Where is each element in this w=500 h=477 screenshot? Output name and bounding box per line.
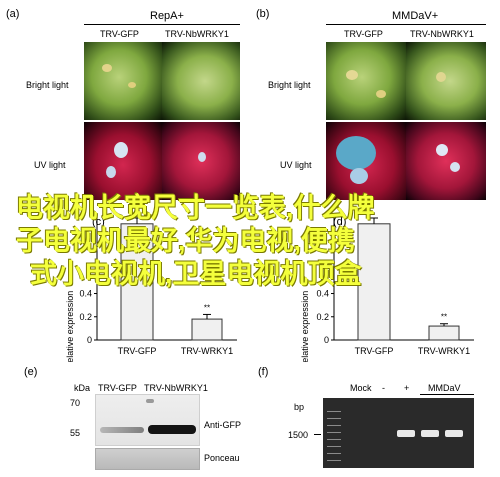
chart-d-bar [357, 223, 391, 341]
leaf-photo-a-wrky1-bright [162, 42, 240, 120]
overlay-line-1: 电视机长宽尺寸一览表,什么牌 [16, 193, 375, 223]
blot-ponceau [95, 448, 200, 470]
leaf-photo-a-wrky1-uv [162, 122, 240, 200]
band-wrky1 [148, 425, 196, 434]
panel-e-marker-55: 55 [70, 428, 81, 438]
band-gfp [100, 427, 144, 433]
panel-e-lane2: TRV-NbWRKY1 [144, 383, 208, 393]
panel-e-lane1: TRV-GFP [98, 383, 137, 393]
panel-f-marker-tick [314, 434, 321, 435]
panel-f-group: MMDaV [428, 383, 461, 393]
leaf-photo-b-gfp-uv [326, 122, 406, 200]
panel-e-marker-70: 70 [70, 398, 81, 408]
overlay-line-3: 式小电视机,卫星电视机顶盒 [30, 259, 362, 289]
panel-a-label: (a) [6, 8, 20, 20]
panel-e-label: (e) [24, 366, 38, 378]
panel-e-band-antigfp: Anti-GFP [204, 420, 242, 430]
panel-f-lane-plus: + [404, 383, 410, 393]
leaf-photo-b-wrky1-uv [406, 122, 486, 200]
panel-a-header-line [84, 24, 240, 25]
chart-d-xtick-label: TRV-GFP [355, 346, 394, 356]
gel-band-3 [445, 430, 463, 437]
panel-f-marker-1500: 1500 [288, 430, 309, 440]
chart-c-ytick-label: 0 [87, 335, 92, 345]
panel-a-col2: TRV-NbWRKY1 [165, 29, 229, 39]
panel-b-col2: TRV-NbWRKY1 [410, 29, 474, 39]
leaf-photo-b-wrky1-bright [406, 42, 486, 120]
panel-f-group-line [420, 394, 474, 395]
chart-c-ytick-label: 0.2 [79, 312, 92, 322]
leaf-photo-a-gfp-uv [84, 122, 162, 200]
panel-e-kda: kDa [74, 383, 91, 393]
gel-band-1 [397, 430, 415, 437]
gel-ladder [327, 408, 341, 464]
chart-c-bar [191, 318, 223, 341]
bar-chart-d: Relative expression 0 0.2 0.4 TRV-GFP TRV-WR… [300, 217, 474, 362]
panel-b-header: MMDaV+ [392, 10, 439, 22]
overlay-line-2: 子电视机最好,华为电视,便携 [16, 226, 356, 256]
leaf-photo-b-gfp-bright [326, 42, 406, 120]
panel-b-header-line [326, 24, 486, 25]
chart-d-significance: ** [441, 313, 447, 322]
gel-band-2 [421, 430, 439, 437]
chart-c-bar [120, 223, 154, 341]
chart-c-ytick-label: 0.4 [79, 289, 92, 299]
chart-d-ytick-label: 0.4 [316, 289, 329, 299]
chart-c-xtick-label: TRV-WRKY1 [181, 346, 233, 356]
chart-d-xtick-label: TRV-WRKY1 [418, 346, 470, 356]
panel-b-label: (b) [256, 8, 270, 20]
chart-c-ylabel: Relative expression [65, 291, 75, 362]
chart-c-xtick-label: TRV-GFP [118, 346, 157, 356]
panel-a-row-bright: Bright light [26, 80, 69, 90]
panel-f-label: (f) [258, 366, 269, 378]
chart-d-bar [428, 325, 460, 341]
panel-b-row-uv: UV light [280, 160, 312, 170]
panel-f-lane-minus: - [382, 383, 385, 393]
panel-b-row-bright: Bright light [268, 80, 311, 90]
panel-a-header: RepA+ [150, 10, 184, 22]
bar-chart-c: Relative expression 0 0.2 0.4 TRV-GFP TRV-WR… [65, 217, 237, 362]
panel-a-row-uv: UV light [34, 160, 66, 170]
chart-c-significance: ** [204, 303, 210, 312]
gel-image [323, 398, 474, 468]
blot-anti-gfp [95, 394, 200, 446]
panel-d-label: (d) [333, 216, 347, 228]
chart-d-ytick-label: 0.2 [316, 312, 329, 322]
panel-f-lane-mock: Mock [350, 383, 372, 393]
panel-c-label: (c) [92, 216, 105, 228]
chart-d-ytick-label: 0 [324, 335, 329, 345]
panel-f-bp: bp [294, 402, 305, 412]
band-faint [146, 399, 154, 403]
leaf-photo-a-gfp-bright [84, 42, 162, 120]
chart-d-ylabel: Relative expression [300, 291, 310, 362]
panel-b-col1: TRV-GFP [344, 29, 383, 39]
panel-a-col1: TRV-GFP [100, 29, 139, 39]
panel-e-band-ponceau: Ponceau [204, 453, 240, 463]
